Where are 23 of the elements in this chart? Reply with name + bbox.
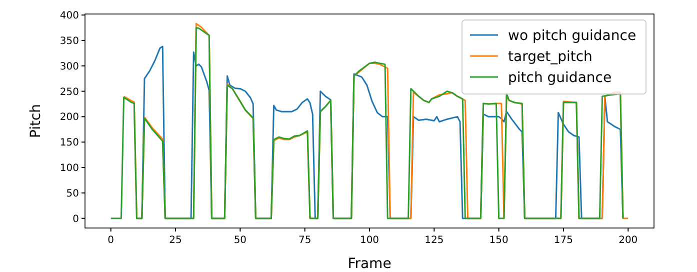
- x-tick-label: 50: [234, 235, 247, 246]
- x-tick-label: 25: [169, 235, 182, 246]
- x-axis-title: Frame: [348, 256, 392, 272]
- x-tick-label: 0: [108, 235, 114, 246]
- y-tick-label: 400: [60, 10, 79, 22]
- y-tick-label: 50: [66, 188, 79, 200]
- x-tick-label: 75: [298, 235, 312, 246]
- y-tick-label: 350: [60, 36, 79, 47]
- x-tick-label: 200: [618, 235, 638, 246]
- x-tick-label: 125: [424, 235, 444, 246]
- y-tick-label: 0: [72, 214, 79, 225]
- y-axis-title: Pitch: [28, 104, 44, 138]
- legend-label: pitch guidance: [508, 70, 612, 86]
- y-tick-label: 250: [60, 86, 79, 98]
- y-tick-label: 300: [60, 61, 79, 72]
- x-tick-label: 150: [489, 235, 508, 246]
- y-tick-label: 200: [60, 112, 79, 124]
- x-tick-label: 175: [554, 235, 574, 246]
- legend-label: wo pitch guidance: [508, 28, 636, 44]
- y-tick-label: 150: [60, 138, 79, 149]
- y-tick-label: 100: [60, 163, 79, 174]
- legend-label: target_pitch: [508, 49, 592, 65]
- x-tick-label: 100: [360, 235, 380, 246]
